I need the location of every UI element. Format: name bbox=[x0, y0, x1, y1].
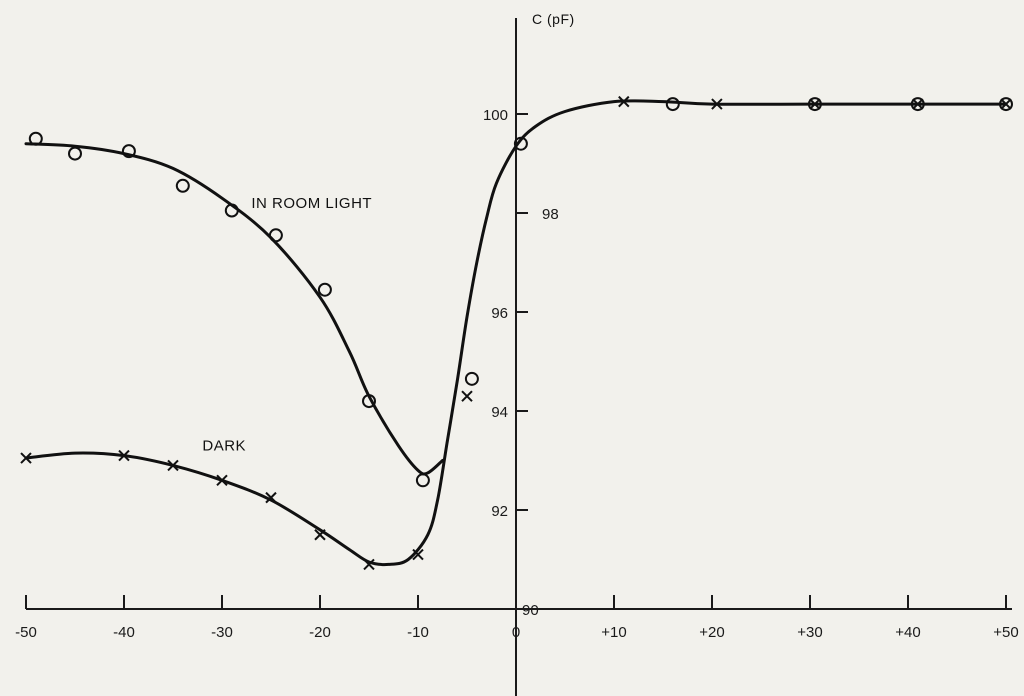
y-axis-label: C (pF) bbox=[532, 11, 575, 27]
x-marker-stroke bbox=[314, 529, 326, 541]
data-point-room-light bbox=[317, 282, 332, 297]
y-tick-label: 94 bbox=[491, 404, 508, 421]
y-tick-label: 92 bbox=[491, 503, 508, 520]
x-marker-stroke bbox=[461, 390, 473, 402]
annotation-dark: DARK bbox=[202, 438, 246, 455]
axes: -50 -40 -30 -20 -10 0 +10 +20 +30 +40 +50 90 92 94 96 9… bbox=[15, 18, 1019, 696]
data-point-room-light bbox=[68, 146, 82, 161]
data-point-room-light bbox=[513, 136, 528, 151]
data-point-dark bbox=[118, 449, 130, 462]
data-point-dark bbox=[363, 558, 375, 571]
x-marker-stroke bbox=[912, 98, 924, 110]
data-point-dark bbox=[912, 98, 924, 110]
x-marker-stroke bbox=[809, 98, 821, 110]
x-tick-label: +40 bbox=[895, 624, 920, 641]
data-point-room-light bbox=[807, 97, 822, 112]
data-point-dark bbox=[618, 95, 630, 108]
x-marker-stroke bbox=[711, 98, 723, 110]
labels: C (pF) IN ROOM LIGHT DARK bbox=[202, 11, 574, 455]
x-tick-label: -20 bbox=[309, 624, 331, 641]
data-point-dark bbox=[461, 390, 473, 402]
y-tick-label: 90 bbox=[522, 602, 539, 619]
x-marker-stroke bbox=[167, 459, 179, 472]
x-tick-label: -50 bbox=[15, 624, 37, 641]
data-point-room-light bbox=[464, 371, 479, 386]
x-tick-label: -40 bbox=[113, 624, 135, 641]
y-tick-label: 100 bbox=[483, 107, 508, 124]
x-tick-label: -10 bbox=[407, 624, 429, 641]
x-marker-stroke bbox=[118, 449, 130, 462]
x-tick-label: +10 bbox=[601, 624, 626, 641]
data-point-room-light bbox=[28, 131, 43, 146]
x-marker-stroke bbox=[618, 95, 630, 108]
x-marker-stroke bbox=[412, 548, 424, 561]
x-marker-stroke bbox=[265, 491, 277, 504]
x-marker-stroke bbox=[1000, 98, 1012, 110]
data-point-dark bbox=[809, 98, 821, 110]
y-tick-label: 96 bbox=[491, 305, 508, 322]
data-point-room-light bbox=[175, 178, 190, 193]
x-tick-label: +30 bbox=[797, 624, 822, 641]
data-point-dark bbox=[167, 459, 179, 472]
data-point-room-light bbox=[665, 97, 680, 112]
series-line-dark bbox=[24, 99, 1008, 567]
y-tick-label: 98 bbox=[542, 206, 559, 223]
data-point-room-light bbox=[415, 473, 430, 488]
annotation-room-light: IN ROOM LIGHT bbox=[251, 195, 372, 212]
series-line-room-light bbox=[24, 142, 444, 476]
data-point-dark bbox=[265, 491, 277, 504]
x-marker-stroke bbox=[216, 474, 228, 487]
x-marker-stroke bbox=[20, 452, 32, 464]
data-point-room-light bbox=[268, 228, 283, 243]
data-point-dark bbox=[1000, 98, 1012, 110]
data-point-dark bbox=[216, 474, 228, 487]
data-point-room-light bbox=[362, 394, 376, 409]
data-point-room-light bbox=[910, 97, 925, 112]
x-tick-label: +50 bbox=[993, 624, 1018, 641]
x-marker-stroke bbox=[363, 558, 375, 571]
data-point-dark bbox=[711, 98, 723, 110]
data-point-dark bbox=[314, 529, 326, 541]
data-point-dark bbox=[20, 452, 32, 464]
x-tick-label: +20 bbox=[699, 624, 724, 641]
data-point-room-light bbox=[121, 144, 136, 159]
x-tick-label: -30 bbox=[211, 624, 233, 641]
data-point-dark bbox=[412, 548, 424, 561]
data-point-room-light bbox=[224, 203, 239, 218]
markers bbox=[20, 95, 1013, 571]
x-tick-label: 0 bbox=[512, 624, 520, 641]
data-point-room-light bbox=[999, 97, 1013, 112]
